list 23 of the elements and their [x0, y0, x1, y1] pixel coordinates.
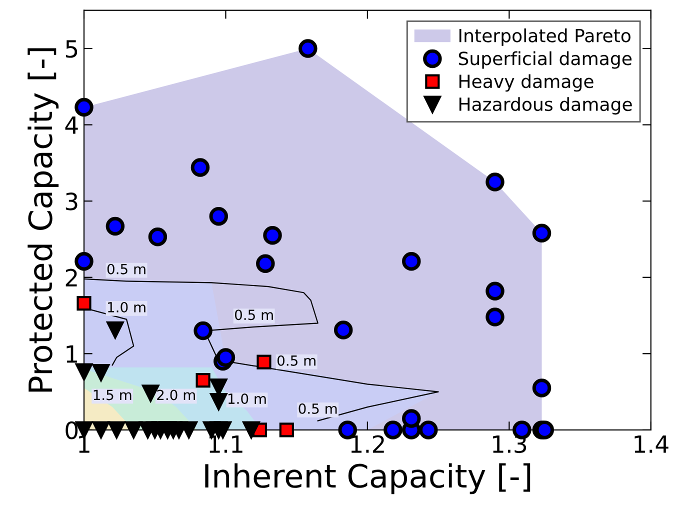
annotation: 2.0 m: [157, 390, 195, 400]
x-tick-label: 1.4: [634, 436, 668, 453]
annotation: 1.5 m: [94, 390, 132, 400]
legend-label: Superficial damage: [458, 51, 632, 69]
annotation: 1.0 m: [228, 394, 266, 404]
x-tick-label: 1.1: [210, 436, 242, 453]
y-tick-label: 4: [65, 116, 78, 134]
y-tick-label: 5: [66, 40, 78, 58]
x-axis-title: Inherent Capacity [-]: [205, 463, 530, 494]
annotation: 0.5 m: [298, 403, 337, 414]
y-tick-label: 2: [66, 268, 77, 286]
annotation: 0.5 m: [234, 310, 273, 320]
legend-label: Interpolated Pareto: [459, 28, 630, 46]
y-tick-label: 0: [66, 421, 78, 440]
y-axis-title: Protected Capacity [-]: [28, 48, 59, 392]
annotation: 0.5 m: [277, 355, 316, 366]
y-tick-label: 1: [66, 345, 77, 363]
legend-label: Heavy damage: [459, 74, 594, 92]
annotation: 0.5 m: [107, 264, 146, 274]
annotation: 1.0 m: [108, 302, 146, 312]
y-tick-label: 3: [66, 192, 78, 210]
x-tick-label: 1.2: [351, 435, 384, 453]
legend-label: Hazardous damage: [459, 97, 632, 115]
